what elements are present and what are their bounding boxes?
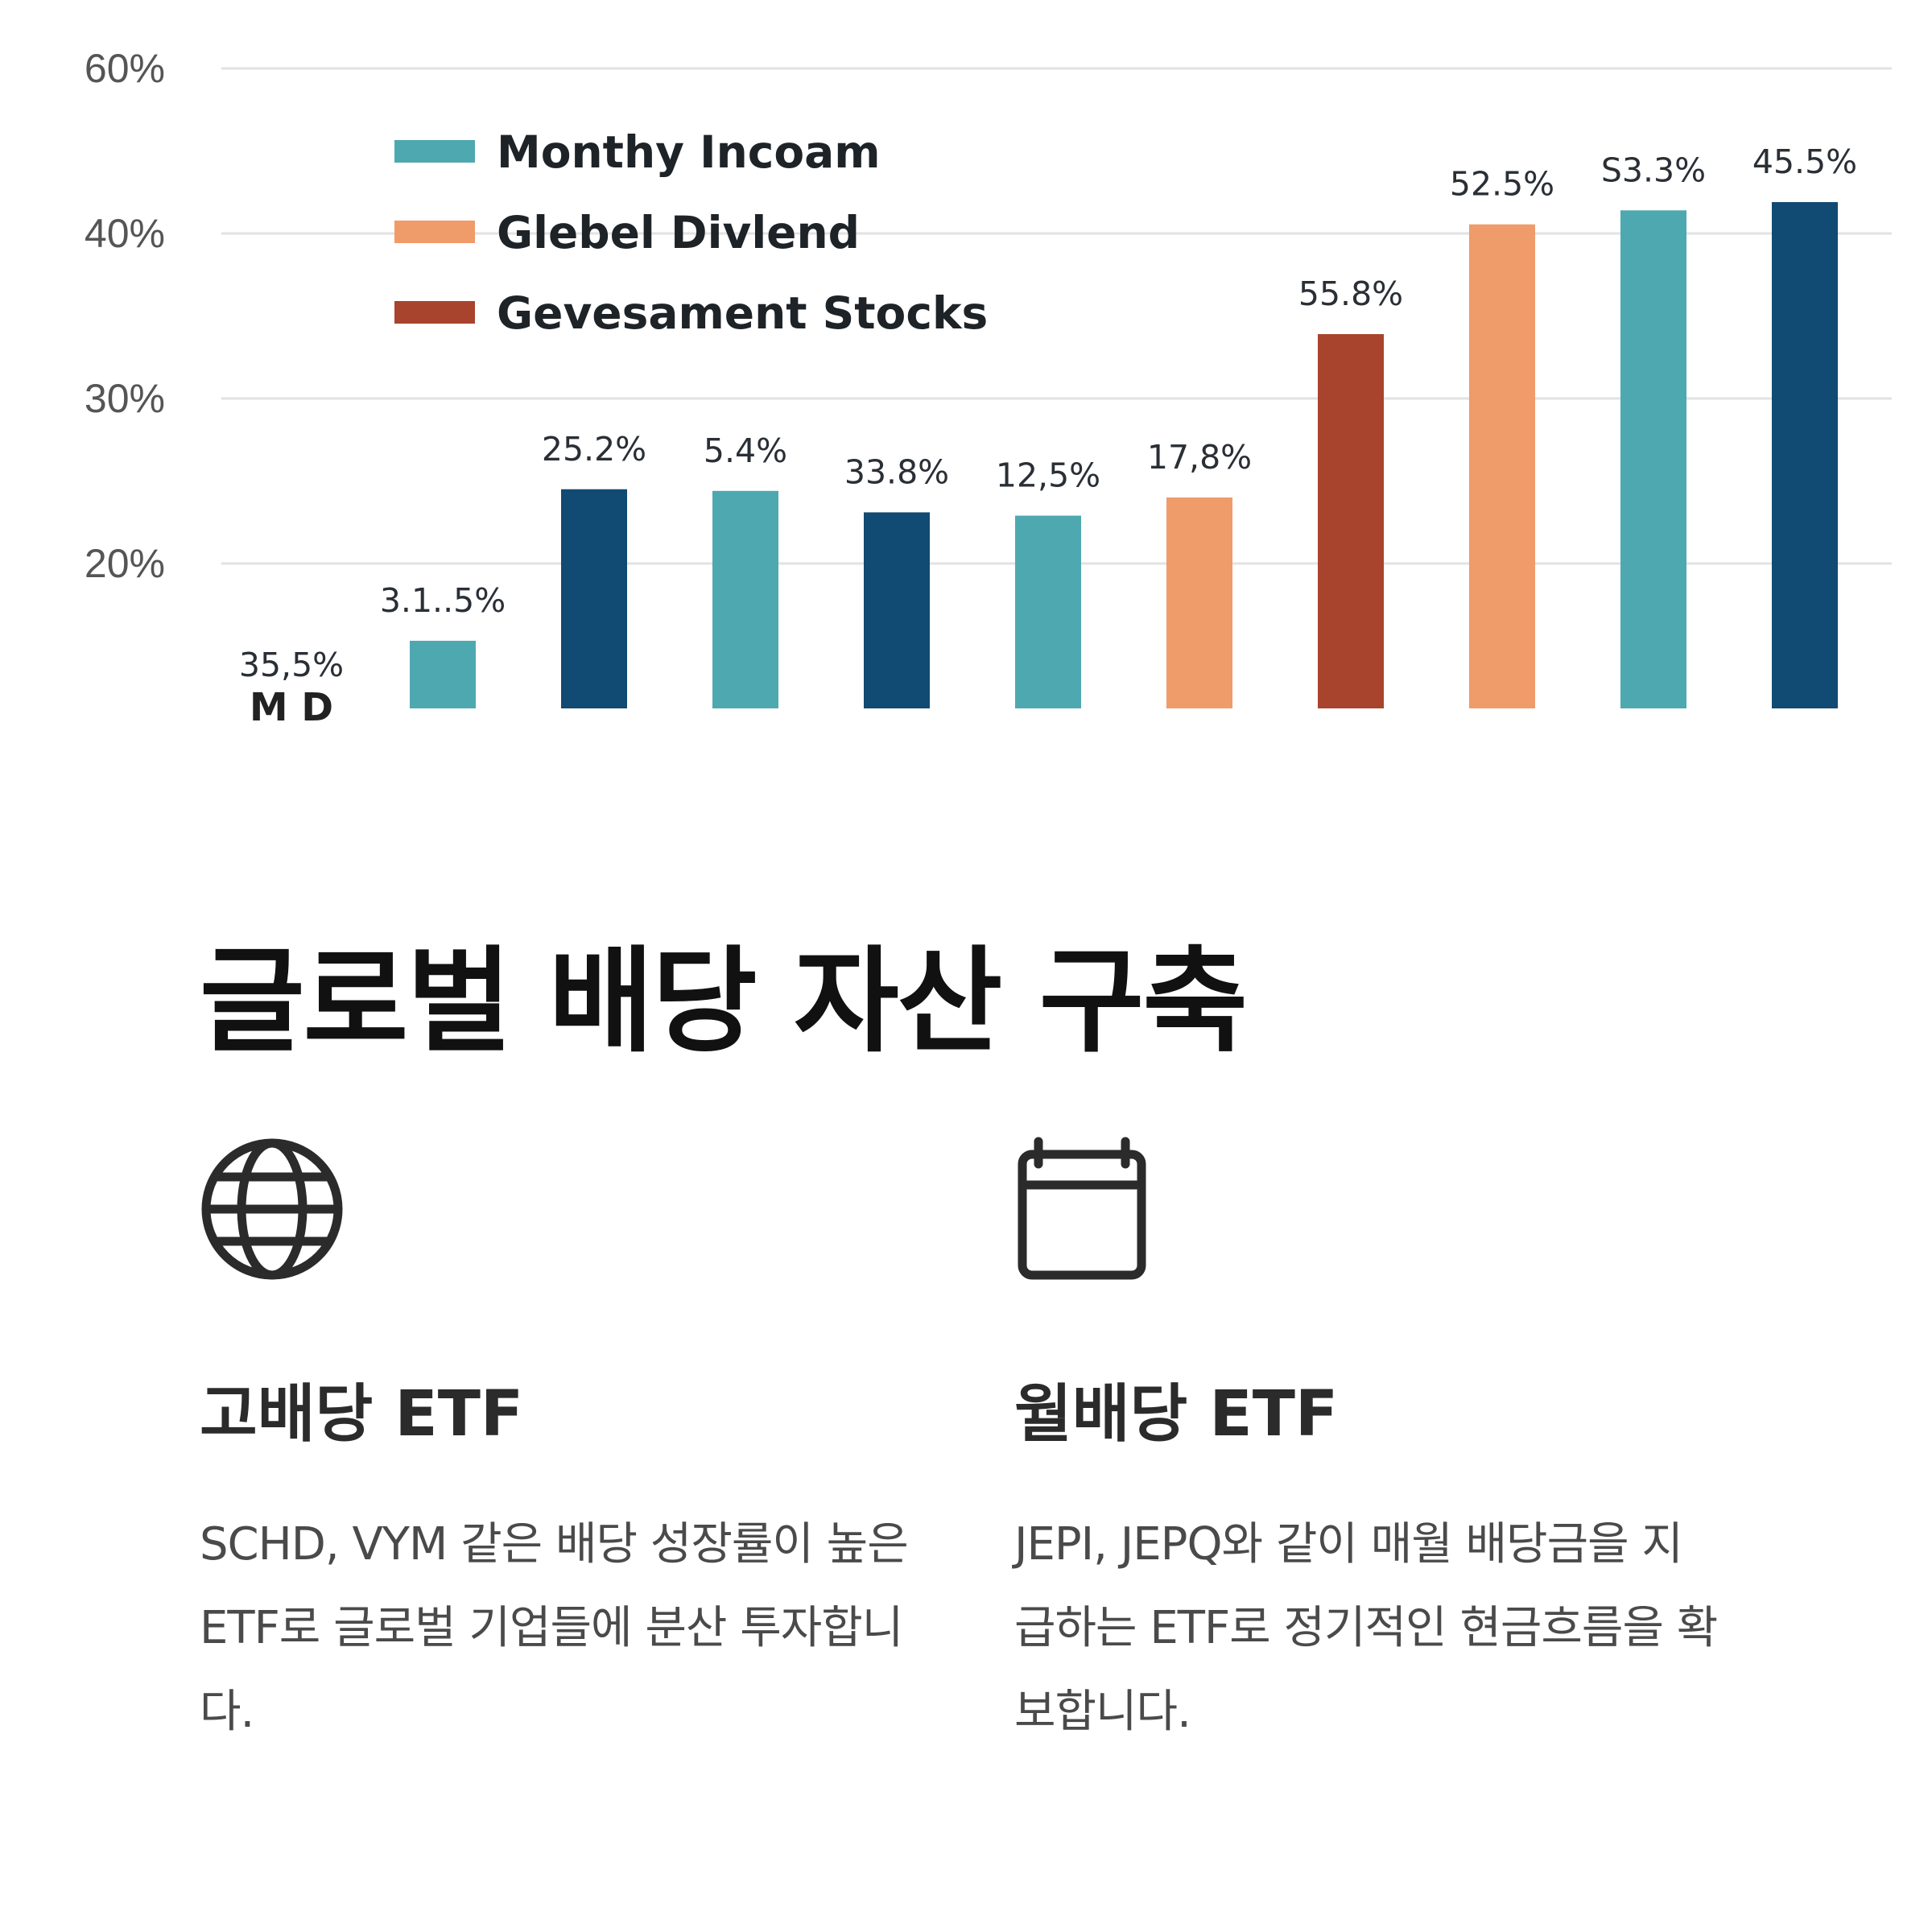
monthly-dividend-etf-card: 월배당 ETF JEPI, JEPQ와 같이 매월 배당금을 지급하는 ETF로… (1014, 1137, 1723, 1738)
y-tick-label: 30% (85, 376, 165, 421)
y-tick-label: 60% (85, 46, 165, 91)
y-tick-label: 40% (85, 211, 165, 256)
bar-value-label: 33.8% (844, 452, 949, 491)
legend-label: Monthy Incoam (497, 126, 881, 178)
high-dividend-etf-card: 고배당 ETF SCHD, VYM 같은 배당 성장률이 높은 ETF로 글로벌… (200, 1137, 909, 1738)
bar-value-label: 5.4% (704, 431, 787, 470)
legend-swatch (394, 301, 475, 324)
section-title: 글로벌 배당 자산 구축 (200, 935, 1248, 1068)
bar-value-label: 55.8% (1298, 275, 1403, 313)
legend-swatch (394, 221, 475, 243)
bar-chart: 60% 40% 30% 20% 35,5% M D 3.1..5% 25.2% 5.4% 33.… (0, 0, 1932, 724)
bar-value-label: 3.1..5% (380, 581, 506, 620)
chart-legend: Monthy Incoam Glebel Divlend Gevesament St… (394, 126, 988, 339)
bar-value-label: 17,8% (1147, 438, 1252, 477)
bar-value-label: 52.5% (1450, 165, 1554, 204)
bar (1620, 210, 1686, 708)
bar-value-label: S3.3% (1601, 151, 1706, 189)
card-description: SCHD, VYM 같은 배당 성장률이 높은 ETF로 글로벌 기업들에 분산… (200, 1518, 909, 1738)
bar (410, 641, 476, 708)
globe-icon (201, 1138, 343, 1280)
bar (1469, 224, 1535, 709)
bar-value-label: 35,5% (239, 646, 344, 684)
bar-value-label: 12,5% (996, 456, 1100, 495)
legend-label: Gevesament Stocks (497, 287, 988, 339)
bar (1166, 497, 1232, 708)
bar (1772, 202, 1838, 709)
bar (561, 489, 627, 708)
bar-value-label: 25.2% (542, 430, 646, 469)
y-tick-label: 20% (85, 541, 165, 586)
card-title: 고배당 ETF (200, 1378, 524, 1451)
bar (1318, 334, 1384, 708)
bar-chart-canvas: 60% 40% 30% 20% 35,5%M D 3.1..5% 25.2% 5.4% 33.… (85, 46, 1892, 724)
legend-label: Glebel Divlend (497, 207, 860, 258)
bar-value-label: 45.5% (1752, 142, 1857, 181)
axis-label-fragment: M D (250, 685, 333, 724)
bar (1015, 515, 1081, 708)
legend-swatch (394, 140, 475, 163)
card-title: 월배당 ETF (1014, 1378, 1339, 1451)
calendar-icon (1018, 1137, 1146, 1280)
bar (712, 490, 778, 708)
card-description: JEPI, JEPQ와 같이 매월 배당금을 지급하는 ETF로 정기적인 현금… (1014, 1518, 1718, 1738)
bar (864, 512, 930, 708)
